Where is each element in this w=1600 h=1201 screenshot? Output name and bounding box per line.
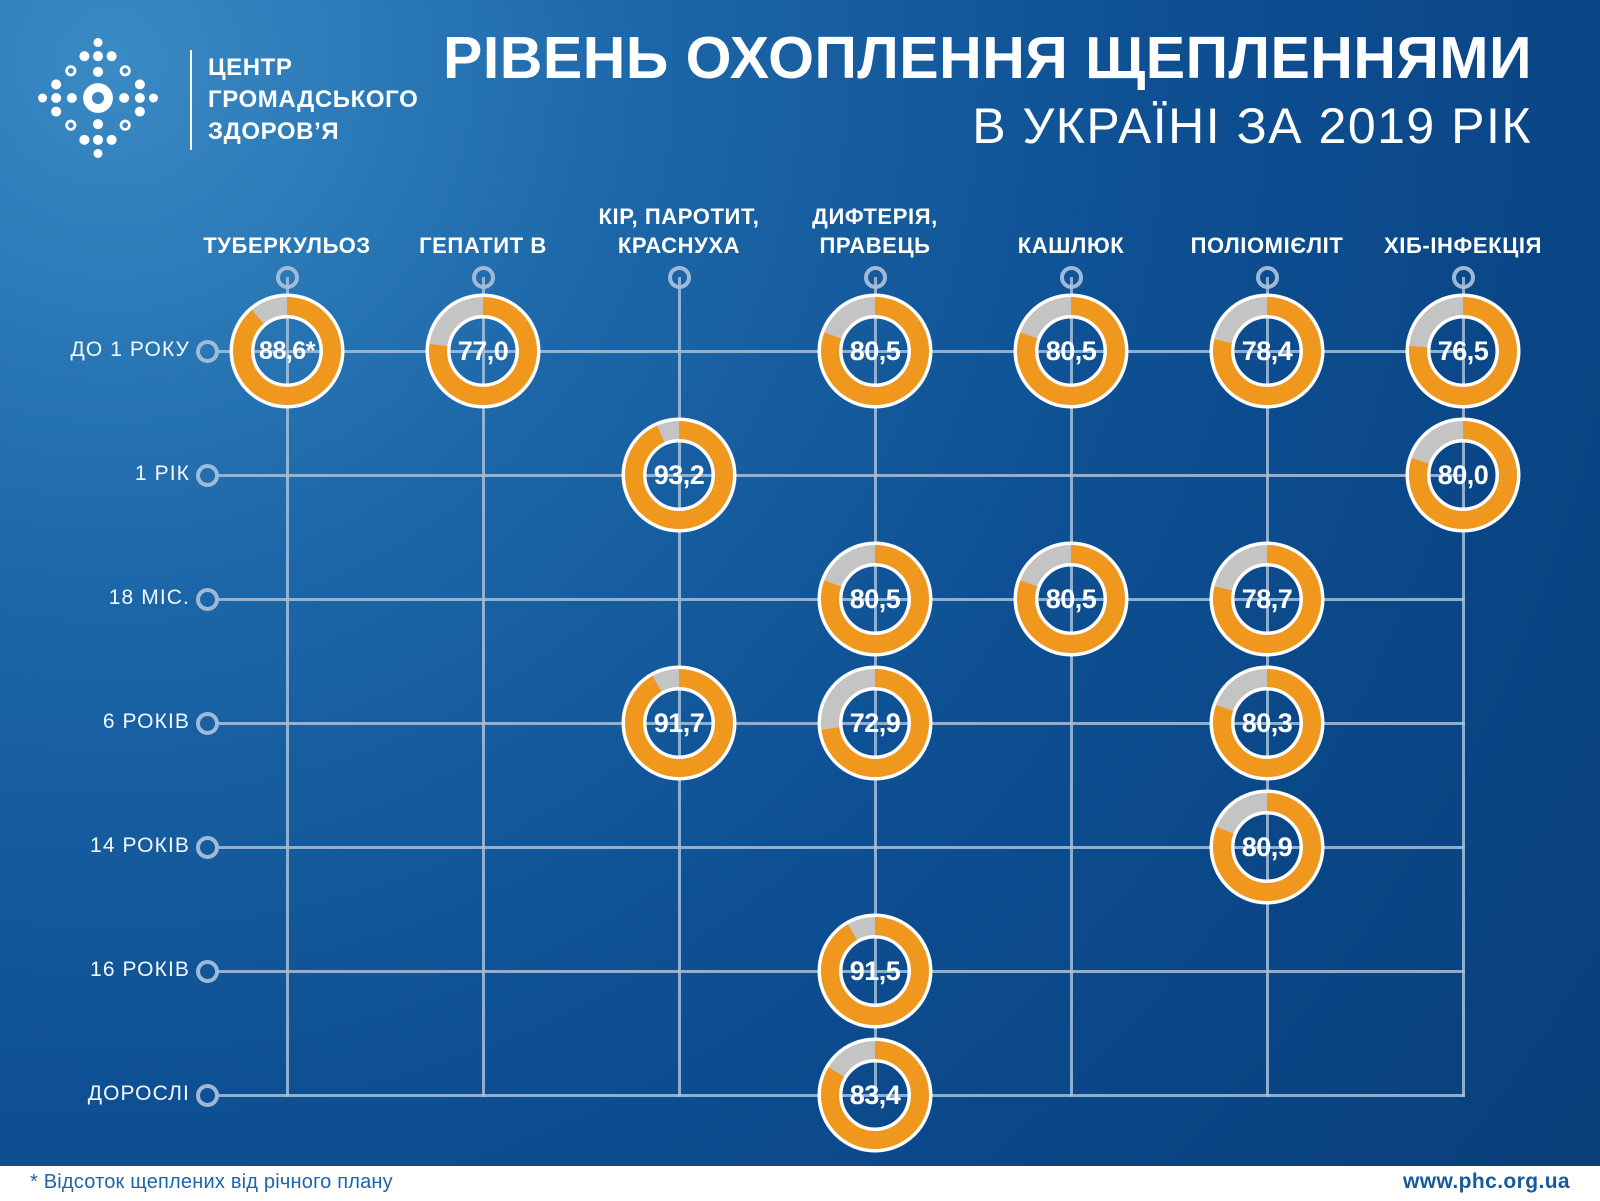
donut-chart: 80,5 bbox=[816, 292, 934, 410]
logo-separator bbox=[190, 50, 192, 150]
grid-row-line bbox=[218, 845, 1465, 849]
donut-ring bbox=[425, 293, 541, 409]
donut-chart: 91,5 bbox=[816, 912, 934, 1030]
row-label: 14 РОКІВ bbox=[90, 834, 190, 857]
row-node-circle bbox=[196, 1083, 219, 1107]
donut-chart: 93,2 bbox=[620, 416, 738, 534]
donut-chart: 80,5 bbox=[816, 540, 934, 658]
donut-chart: 72,9 bbox=[816, 664, 934, 782]
donut-ring bbox=[621, 665, 737, 781]
donut-ring bbox=[1209, 293, 1325, 409]
donut-chart: 80,5 bbox=[1012, 292, 1130, 410]
column-node-circle bbox=[1451, 265, 1475, 289]
row-label: 6 РОКІВ bbox=[102, 710, 190, 733]
grid-column-line bbox=[1069, 277, 1073, 1097]
page-title: РІВЕНЬ ОХОПЛЕННЯ ЩЕПЛЕННЯМИ bbox=[443, 25, 1532, 91]
donut-chart: 80,5 bbox=[1012, 540, 1130, 658]
column-header: ГЕПАТИТ В bbox=[419, 233, 547, 258]
donut-ring bbox=[817, 541, 933, 657]
donut-chart: 88,6* bbox=[228, 292, 346, 410]
row-node-circle bbox=[196, 463, 219, 487]
donut-chart: 78,4 bbox=[1208, 292, 1326, 410]
row-label: 18 МІС. bbox=[108, 586, 190, 609]
donut-ring bbox=[1013, 541, 1129, 657]
donut-ring bbox=[817, 1037, 933, 1153]
column-node-circle bbox=[275, 265, 299, 289]
donut-chart: 76,5 bbox=[1404, 292, 1522, 410]
row-label: 16 РОКІВ bbox=[90, 958, 190, 981]
donut-value: 76,5 bbox=[1437, 335, 1489, 366]
column-header: КАШЛЮК bbox=[1017, 233, 1125, 258]
column-header: ТУБЕРКУЛЬОЗ bbox=[203, 233, 371, 258]
donut-chart: 80,3 bbox=[1208, 664, 1326, 782]
donut-value: 80,5 bbox=[849, 583, 901, 614]
row-node-circle bbox=[196, 835, 219, 859]
footer-note: * Відсоток щеплених від річного плану bbox=[30, 1171, 393, 1193]
donut-value: 80,9 bbox=[1241, 831, 1293, 862]
donut-ring bbox=[1209, 789, 1325, 905]
row-node-circle bbox=[196, 587, 219, 611]
column-header: КІР, ПАРОТИТ, КРАСНУХА bbox=[598, 204, 760, 258]
row-label: 1 РІК bbox=[134, 462, 190, 485]
donut-value: 80,5 bbox=[1045, 335, 1097, 366]
donut-ring bbox=[1013, 293, 1129, 409]
donut-ring bbox=[1209, 541, 1325, 657]
phc-logo-icon bbox=[38, 38, 158, 158]
donut-ring bbox=[1209, 665, 1325, 781]
footer-bar bbox=[0, 1166, 1600, 1201]
footer-url: www.phc.org.ua bbox=[1403, 1170, 1570, 1193]
donut-value: 78,7 bbox=[1241, 583, 1293, 614]
column-header: ХІБ-ІНФЕКЦІЯ bbox=[1384, 233, 1542, 258]
donut-ring bbox=[817, 913, 933, 1029]
donut-ring bbox=[817, 293, 933, 409]
donut-chart: 83,4 bbox=[816, 1036, 934, 1154]
donut-ring bbox=[1405, 417, 1521, 533]
row-node-circle bbox=[196, 711, 219, 735]
column-node-circle bbox=[1255, 265, 1279, 289]
grid-column-line bbox=[285, 277, 289, 1097]
donut-value: 80,3 bbox=[1241, 707, 1293, 738]
donut-ring bbox=[229, 293, 345, 409]
logo-text: ЦЕНТР ГРОМАДСЬКОГО ЗДОРОВ’Я bbox=[208, 54, 419, 145]
donut-chart: 80,9 bbox=[1208, 788, 1326, 906]
donut-chart: 77,0 bbox=[424, 292, 542, 410]
donut-chart: 78,7 bbox=[1208, 540, 1326, 658]
donut-chart: 80,0 bbox=[1404, 416, 1522, 534]
donut-value: 80,5 bbox=[849, 335, 901, 366]
donut-value: 78,4 bbox=[1241, 335, 1293, 366]
column-node-circle bbox=[667, 265, 691, 289]
row-node-circle bbox=[196, 959, 219, 983]
donut-value: 88,6* bbox=[259, 336, 315, 365]
row-label: ДОРОСЛІ bbox=[87, 1082, 190, 1105]
phc-logo bbox=[30, 30, 166, 166]
grid-column-line bbox=[481, 277, 485, 1097]
grid-column-line bbox=[1461, 277, 1465, 1097]
donut-value: 77,0 bbox=[457, 335, 509, 366]
row-node-circle bbox=[196, 339, 219, 363]
grid-row-line bbox=[218, 473, 1465, 477]
donut-value: 93,2 bbox=[653, 459, 705, 490]
page-subtitle: В УКРАЇНІ ЗА 2019 РІК bbox=[972, 98, 1532, 154]
donut-value: 72,9 bbox=[849, 707, 901, 738]
donut-value: 91,5 bbox=[849, 955, 901, 986]
donut-chart: 91,7 bbox=[620, 664, 738, 782]
donut-value: 91,7 bbox=[653, 707, 705, 738]
column-header: ДИФТЕРІЯ, ПРАВЕЦЬ bbox=[812, 204, 938, 258]
donut-ring bbox=[1405, 293, 1521, 409]
donut-value: 83,4 bbox=[849, 1079, 901, 1110]
donut-ring bbox=[621, 417, 737, 533]
donut-value: 80,5 bbox=[1045, 583, 1097, 614]
column-node-circle bbox=[863, 265, 887, 289]
column-node-circle bbox=[1059, 265, 1083, 289]
column-node-circle bbox=[471, 265, 495, 289]
row-label: ДО 1 РОКУ bbox=[70, 338, 190, 361]
donut-ring bbox=[817, 665, 933, 781]
donut-value: 80,0 bbox=[1437, 459, 1489, 490]
column-header: ПОЛІОМІЄЛІТ bbox=[1190, 233, 1344, 258]
